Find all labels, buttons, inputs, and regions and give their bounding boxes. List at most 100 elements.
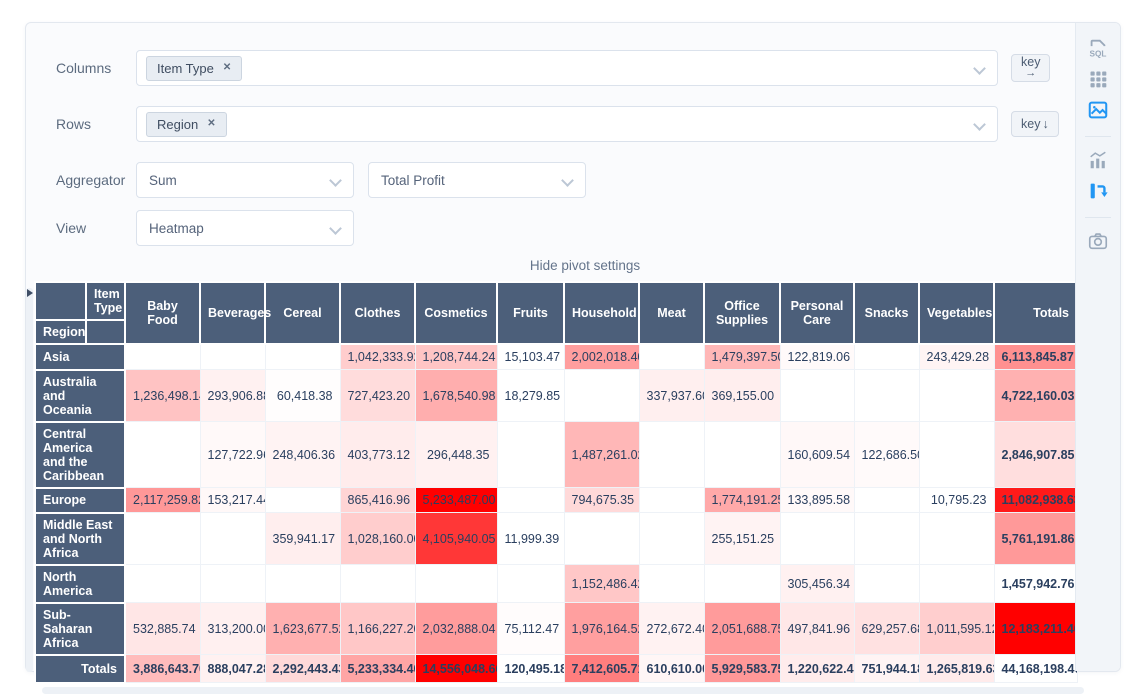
pivot-row: Australia and Oceania 1,236,498.14 293,906… (34, 368, 1078, 423)
pivot-cell: 127,722.96 (199, 421, 266, 488)
rows-key-button[interactable]: key ↓ (1011, 111, 1059, 137)
pivot-cell (339, 564, 416, 603)
columns-label: Columns (56, 60, 112, 76)
pivot-cell (918, 512, 995, 565)
columns-select[interactable]: Item Type ✕ (136, 50, 998, 86)
pivot-cell: 2,117,259.82 (124, 487, 201, 513)
chart-stats-icon[interactable] (1086, 148, 1110, 172)
columns-tag[interactable]: Item Type ✕ (146, 55, 243, 81)
pivot-cell: 243,429.28 (918, 343, 995, 370)
horizontal-scrollbar[interactable] (42, 686, 1084, 694)
pivot-col-header: Fruits (496, 281, 565, 345)
pivot-cell (638, 421, 705, 488)
key-button-label: key (1021, 117, 1041, 131)
pivot-cell: 1,166,227.20 (339, 602, 416, 655)
camera-icon[interactable] (1086, 229, 1110, 253)
pivot-col-header: Office Supplies (703, 281, 781, 345)
pivot-col-total-cell: 14,556,048.66 (414, 654, 498, 683)
pivot-row-header: North America (34, 563, 126, 604)
visualization-image-icon[interactable] (1086, 98, 1110, 122)
pivot-col-header: Baby Food (124, 281, 201, 345)
pivot-settings-panel: Columns Item Type ✕ key → Rows Region ✕ (26, 23, 1120, 273)
pivot-row-total-cell: 11,082,938.63 (993, 487, 1078, 513)
pivot-cell (124, 343, 201, 370)
pivot-cell: 497,841.96 (779, 602, 855, 655)
svg-text:SQL: SQL (1090, 49, 1107, 58)
pivot-cell: 337,937.60 (638, 369, 705, 422)
pivot-cell: 313,200.00 (199, 602, 266, 655)
pivot-row-total-cell: 1,457,942.76 (993, 564, 1078, 603)
vertical-scrollbar[interactable] (26, 288, 33, 672)
pivot-row-total-cell: 4,722,160.03 (993, 369, 1078, 422)
pivot-cell: 272,672.40 (638, 602, 705, 655)
pivot-cell (853, 487, 920, 513)
pivot-cell: 1,479,397.50 (703, 343, 781, 370)
pivot-totals-row: Totals 3,886,643.70 888,047.28 2,292,443.43… (34, 653, 1078, 684)
pivot-cell (199, 512, 266, 565)
pivot-cell: 133,895.58 (779, 487, 855, 513)
chevron-down-icon (561, 174, 574, 187)
remove-tag-icon[interactable]: ✕ (222, 62, 232, 73)
pivot-totals-col-header: Totals (993, 281, 1078, 345)
pivot-cell: 1,678,540.98 (414, 369, 498, 422)
pivot-cell: 1,774,191.25 (703, 487, 781, 513)
pivot-cell (264, 343, 341, 370)
pivot-col-total-cell: 2,292,443.43 (264, 654, 341, 683)
pivot-cell (638, 487, 705, 513)
pivot-cell: 369,155.00 (703, 369, 781, 422)
pivot-cell: 403,773.12 (339, 421, 416, 488)
pivot-cell (563, 512, 640, 565)
hide-pivot-settings-link[interactable]: Hide pivot settings (529, 258, 641, 273)
pivot-col-total-cell: 888,047.28 (199, 654, 266, 683)
pivot-cell: 629,257.68 (853, 602, 920, 655)
sidebar-divider (1085, 136, 1111, 137)
aggregator-field-select[interactable]: Total Profit (368, 162, 586, 198)
pivot-cell: 15,103.47 (496, 343, 565, 370)
sql-icon[interactable]: SQL (1086, 36, 1110, 60)
rows-select[interactable]: Region ✕ (136, 106, 998, 142)
pivot-cell: 1,236,498.14 (124, 369, 201, 422)
pivot-cell: 1,011,595.12 (918, 602, 995, 655)
pivot-cell (496, 487, 565, 513)
pivot-cell (563, 369, 640, 422)
pivot-col-total-cell: 1,220,622.48 (779, 654, 855, 683)
pivot-col-header: Personal Care (779, 281, 855, 345)
chevron-down-icon (973, 118, 986, 131)
pivot-cell (853, 564, 920, 603)
rows-tag[interactable]: Region ✕ (146, 111, 227, 137)
columns-row: Columns Item Type ✕ key → (56, 50, 1120, 86)
pivot-cell (853, 512, 920, 565)
pivot-col-header: Cosmetics (414, 281, 498, 345)
pivot-cell (496, 564, 565, 603)
pivot-col-header: Meat (638, 281, 705, 345)
pivot-axis-label-rows: Region (34, 319, 87, 345)
pivot-cell (779, 369, 855, 422)
pivot-cell: 2,051,688.75 (703, 602, 781, 655)
pivot-cell: 1,028,160.00 (339, 512, 416, 565)
columns-key-button[interactable]: key → (1011, 54, 1051, 82)
pivot-cell: 1,208,744.24 (414, 343, 498, 370)
pivot-table-container: Item Type Baby Food Beverages Cereal Clothes… (34, 281, 1120, 694)
pivot-cell: 2,032,888.04 (414, 602, 498, 655)
pivot-row: Middle East and North Africa 359,941.17 1,… (34, 511, 1078, 566)
pivot-cell (703, 421, 781, 488)
arrow-right-icon: → (1025, 67, 1037, 79)
pivot-col-total-cell: 3,886,643.70 (124, 654, 201, 683)
pivot-row-header: Central America and the Caribbean (34, 420, 126, 489)
pivot-row-total-cell: 2,846,907.85 (993, 421, 1078, 488)
pivot-cell (264, 564, 341, 603)
remove-tag-icon[interactable]: ✕ (207, 118, 216, 129)
view-select[interactable]: Heatmap (136, 210, 354, 246)
pivot-row-header: Asia (34, 343, 126, 371)
pivot-icon[interactable] (1086, 179, 1110, 203)
rows-label: Rows (56, 116, 92, 132)
pivot-cell: 1,623,677.52 (264, 602, 341, 655)
pivot-axis-label-columns: Item Type (85, 281, 126, 321)
pivot-cell: 153,217.44 (199, 487, 266, 513)
pivot-row-total-cell: 12,183,211.40 (993, 602, 1078, 655)
pivot-col-total-cell: 5,929,583.75 (703, 654, 781, 683)
aggregator-select[interactable]: Sum (136, 162, 354, 198)
pivot-col-header: Snacks (853, 281, 920, 345)
collapse-arrow-icon[interactable] (27, 289, 33, 297)
table-grid-icon[interactable] (1086, 67, 1110, 91)
